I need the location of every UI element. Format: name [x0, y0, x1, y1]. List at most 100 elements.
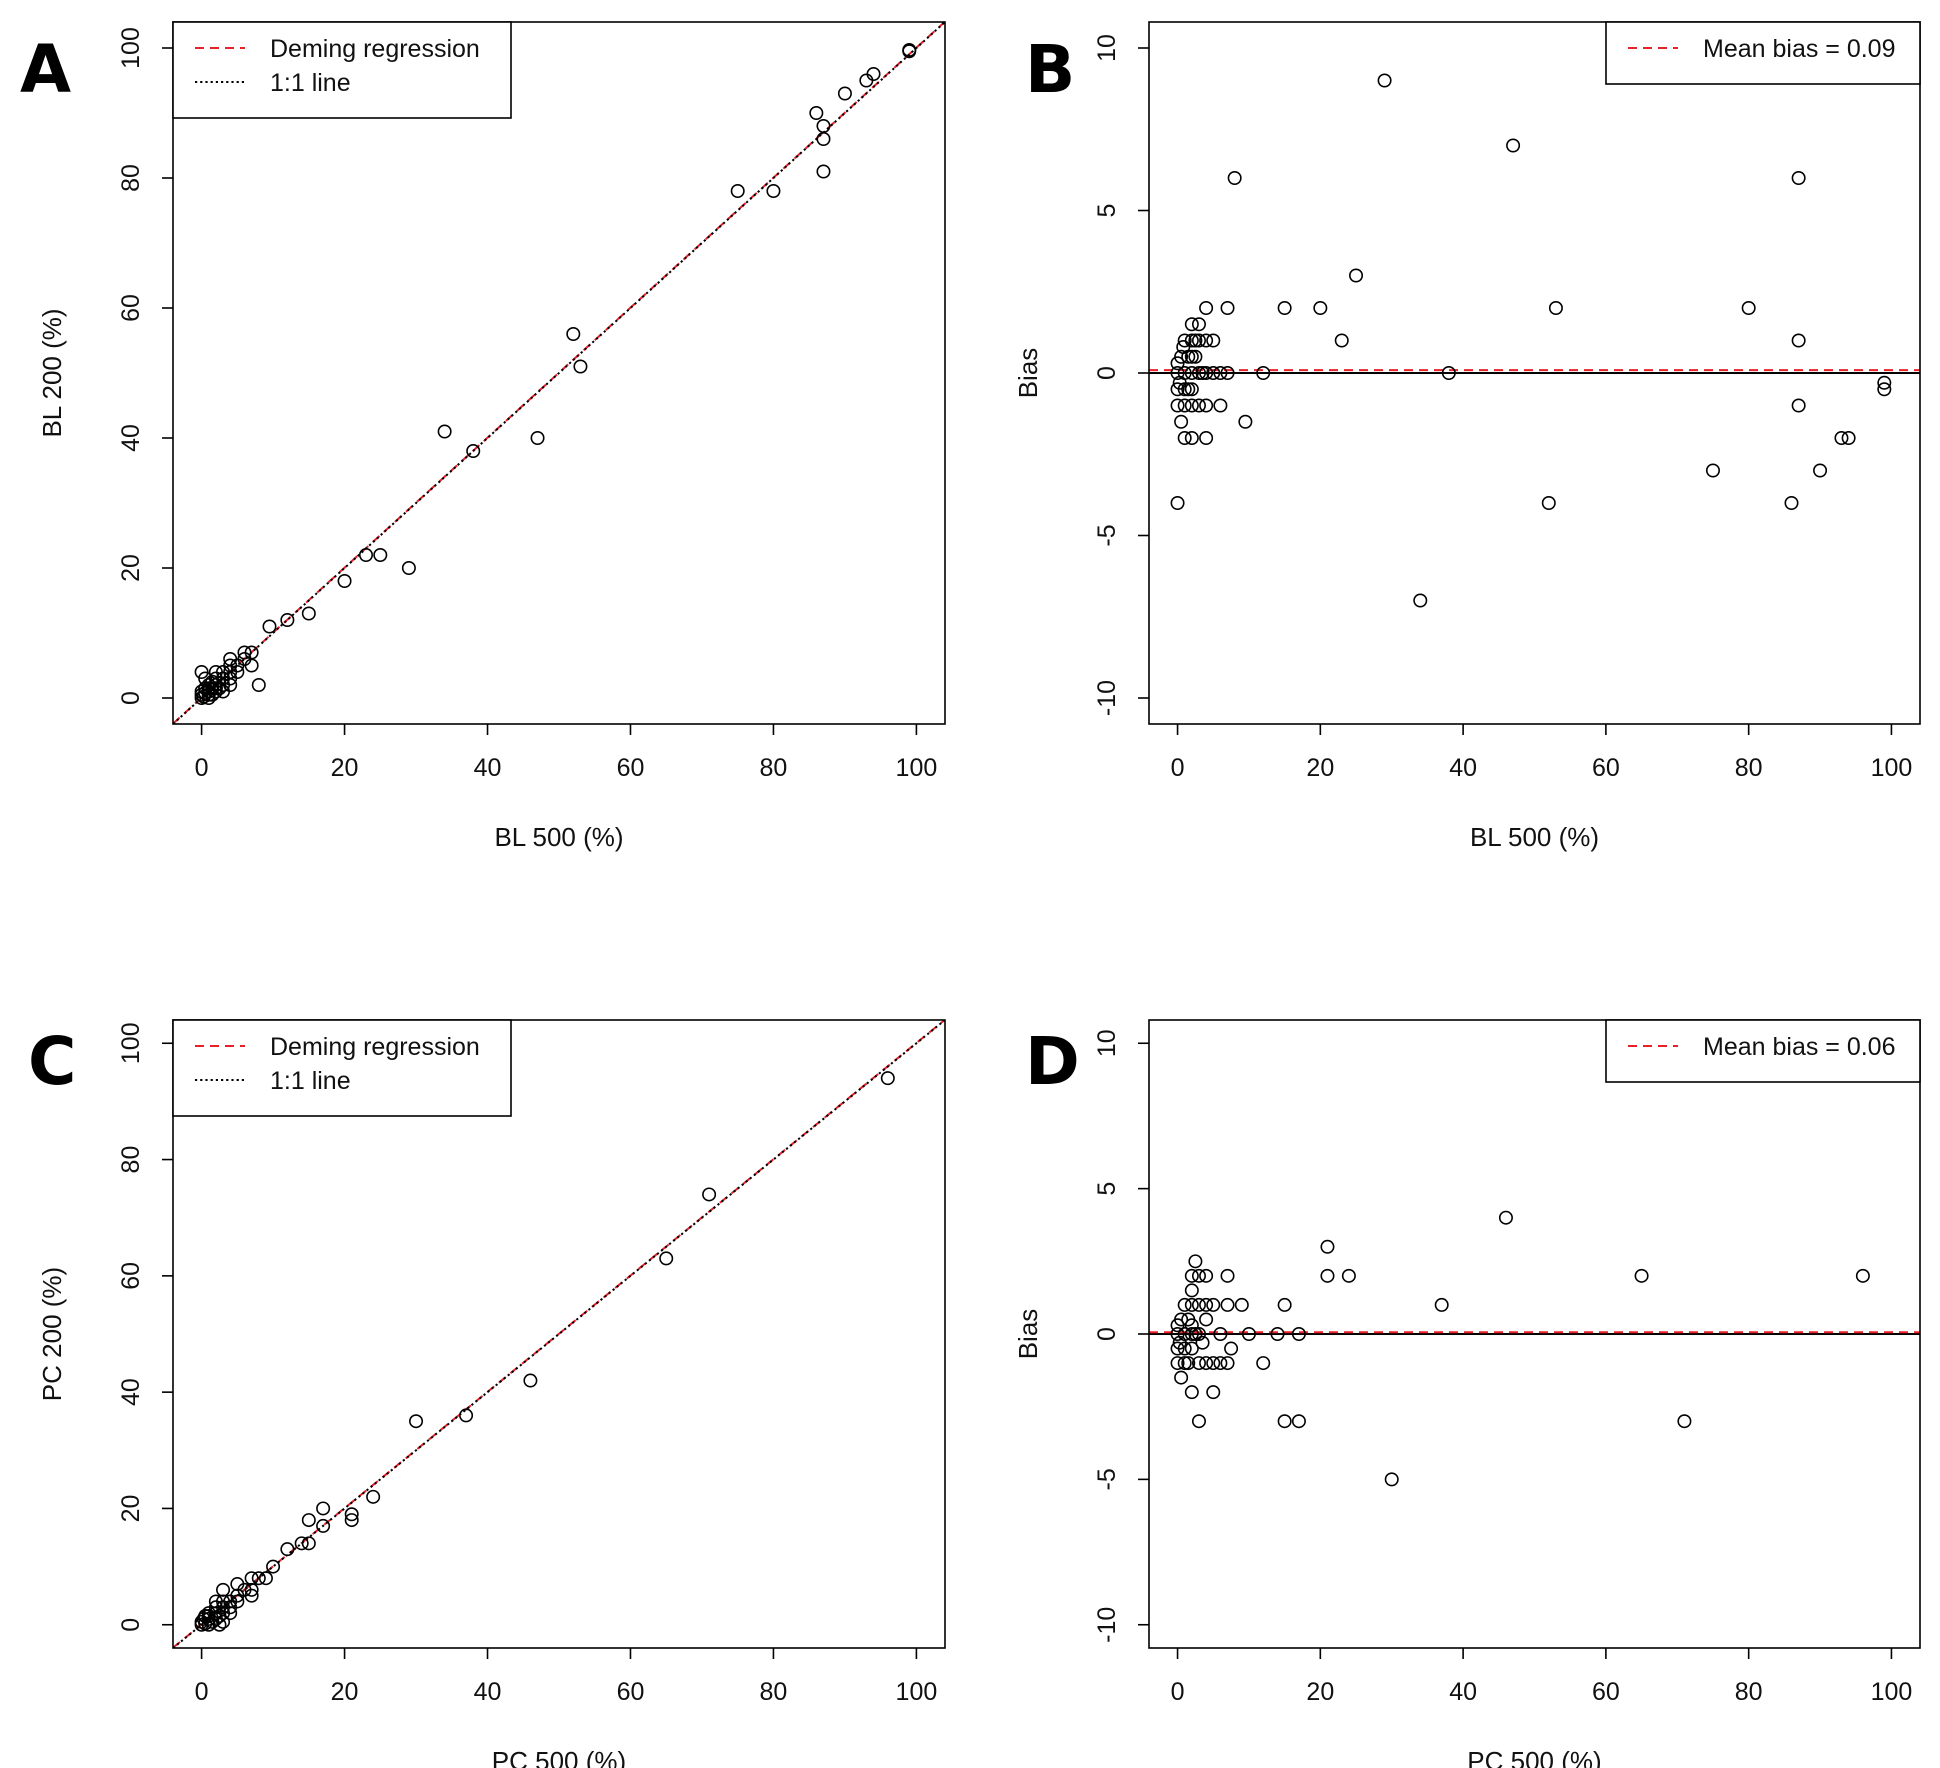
data-point — [1224, 1341, 1239, 1356]
data-point — [1877, 375, 1892, 390]
data-point — [1349, 268, 1364, 283]
data-point — [1677, 1414, 1692, 1429]
data-point — [212, 681, 227, 696]
data-point — [230, 664, 245, 679]
legend-box — [172, 1019, 512, 1117]
data-point — [1434, 1297, 1449, 1312]
data-point — [1813, 463, 1828, 478]
y-tick-label: -5 — [1093, 1468, 1121, 1490]
data-point — [1705, 463, 1720, 478]
data-point — [409, 1414, 424, 1429]
plot-area — [173, 22, 945, 724]
plot-area — [173, 1020, 945, 1648]
data-point — [344, 1513, 359, 1528]
data-point — [262, 619, 277, 634]
data-point — [1220, 1268, 1235, 1283]
data-point — [401, 560, 416, 575]
plot-frame — [172, 1019, 946, 1649]
data-point — [1170, 1356, 1185, 1371]
data-point — [437, 424, 452, 439]
y-tick-label: 60 — [117, 294, 145, 322]
data-point — [902, 42, 917, 57]
data-point — [1184, 365, 1199, 380]
data-point — [1191, 398, 1206, 413]
data-point — [1506, 138, 1521, 153]
x-axis-label: BL 500 (%) — [1470, 822, 1599, 852]
data-point — [1213, 1327, 1228, 1342]
deming-regression-line — [173, 22, 945, 724]
y-tick-label: 5 — [1093, 1182, 1121, 1196]
legend-box — [1605, 21, 1921, 85]
data-point — [1177, 1356, 1192, 1371]
data-point — [251, 1571, 266, 1586]
data-point — [201, 1609, 216, 1624]
data-point — [280, 1542, 295, 1557]
legend-label: Deming regression — [270, 35, 480, 63]
data-point — [1199, 333, 1214, 348]
x-tick-label: 20 — [1306, 754, 1334, 782]
data-point — [1195, 1335, 1210, 1350]
data-point — [1188, 1327, 1203, 1342]
y-tick-label: 60 — [117, 1262, 145, 1290]
data-point — [1548, 300, 1563, 315]
data-point — [1384, 1472, 1399, 1487]
data-point — [1855, 1268, 1870, 1283]
data-point — [1541, 495, 1556, 510]
data-point — [251, 677, 266, 692]
data-point — [523, 1373, 538, 1388]
data-point — [809, 106, 824, 121]
data-point — [1184, 430, 1199, 445]
data-point — [1184, 1268, 1199, 1283]
x-tick-label: 20 — [331, 1678, 359, 1706]
data-point — [1177, 430, 1192, 445]
data-point — [1184, 382, 1199, 397]
data-point — [201, 681, 216, 696]
data-point — [1184, 1341, 1199, 1356]
data-point — [1291, 1327, 1306, 1342]
data-point — [1377, 73, 1392, 88]
data-point — [1184, 1283, 1199, 1298]
data-point — [194, 664, 209, 679]
data-point — [1195, 365, 1210, 380]
data-point — [1199, 300, 1214, 315]
data-point — [837, 86, 852, 101]
data-point — [244, 1571, 259, 1586]
x-tick-label: 100 — [1871, 754, 1913, 782]
data-point — [1170, 1341, 1185, 1356]
y-tick-label: 40 — [117, 1378, 145, 1406]
x-tick-label: 60 — [1592, 1678, 1620, 1706]
deming-regression-line — [173, 1020, 945, 1648]
data-point — [301, 1513, 316, 1528]
data-point — [1170, 1327, 1185, 1342]
data-point — [216, 684, 231, 699]
data-point — [866, 67, 881, 82]
legend: Deming regression 1:1 line — [172, 21, 512, 119]
data-point — [1270, 1327, 1285, 1342]
data-point — [730, 184, 745, 199]
data-point — [1184, 349, 1199, 364]
legend-label: Deming regression — [270, 1033, 480, 1061]
data-point — [1206, 365, 1221, 380]
x-tick-label: 0 — [1171, 754, 1185, 782]
data-point — [216, 1582, 231, 1597]
data-point — [1199, 398, 1214, 413]
data-point — [266, 1559, 281, 1574]
data-point — [1784, 495, 1799, 510]
data-point — [301, 606, 316, 621]
legend-label: Mean bias = 0.06 — [1703, 1033, 1896, 1061]
data-point — [1234, 1297, 1249, 1312]
data-point — [1177, 398, 1192, 413]
data-point — [280, 612, 295, 627]
y-tick-label: 40 — [117, 424, 145, 452]
x-tick-label: 60 — [617, 754, 645, 782]
legend-box — [1605, 1019, 1921, 1083]
y-tick-label: 0 — [1093, 366, 1121, 380]
data-point — [1791, 398, 1806, 413]
legend: Mean bias = 0.06 — [1605, 1019, 1921, 1083]
data-point — [1184, 1327, 1199, 1342]
y-tick-label: 100 — [117, 1022, 145, 1064]
legend-label: Mean bias = 0.09 — [1703, 35, 1896, 63]
data-point — [1188, 333, 1203, 348]
data-point — [1791, 333, 1806, 348]
